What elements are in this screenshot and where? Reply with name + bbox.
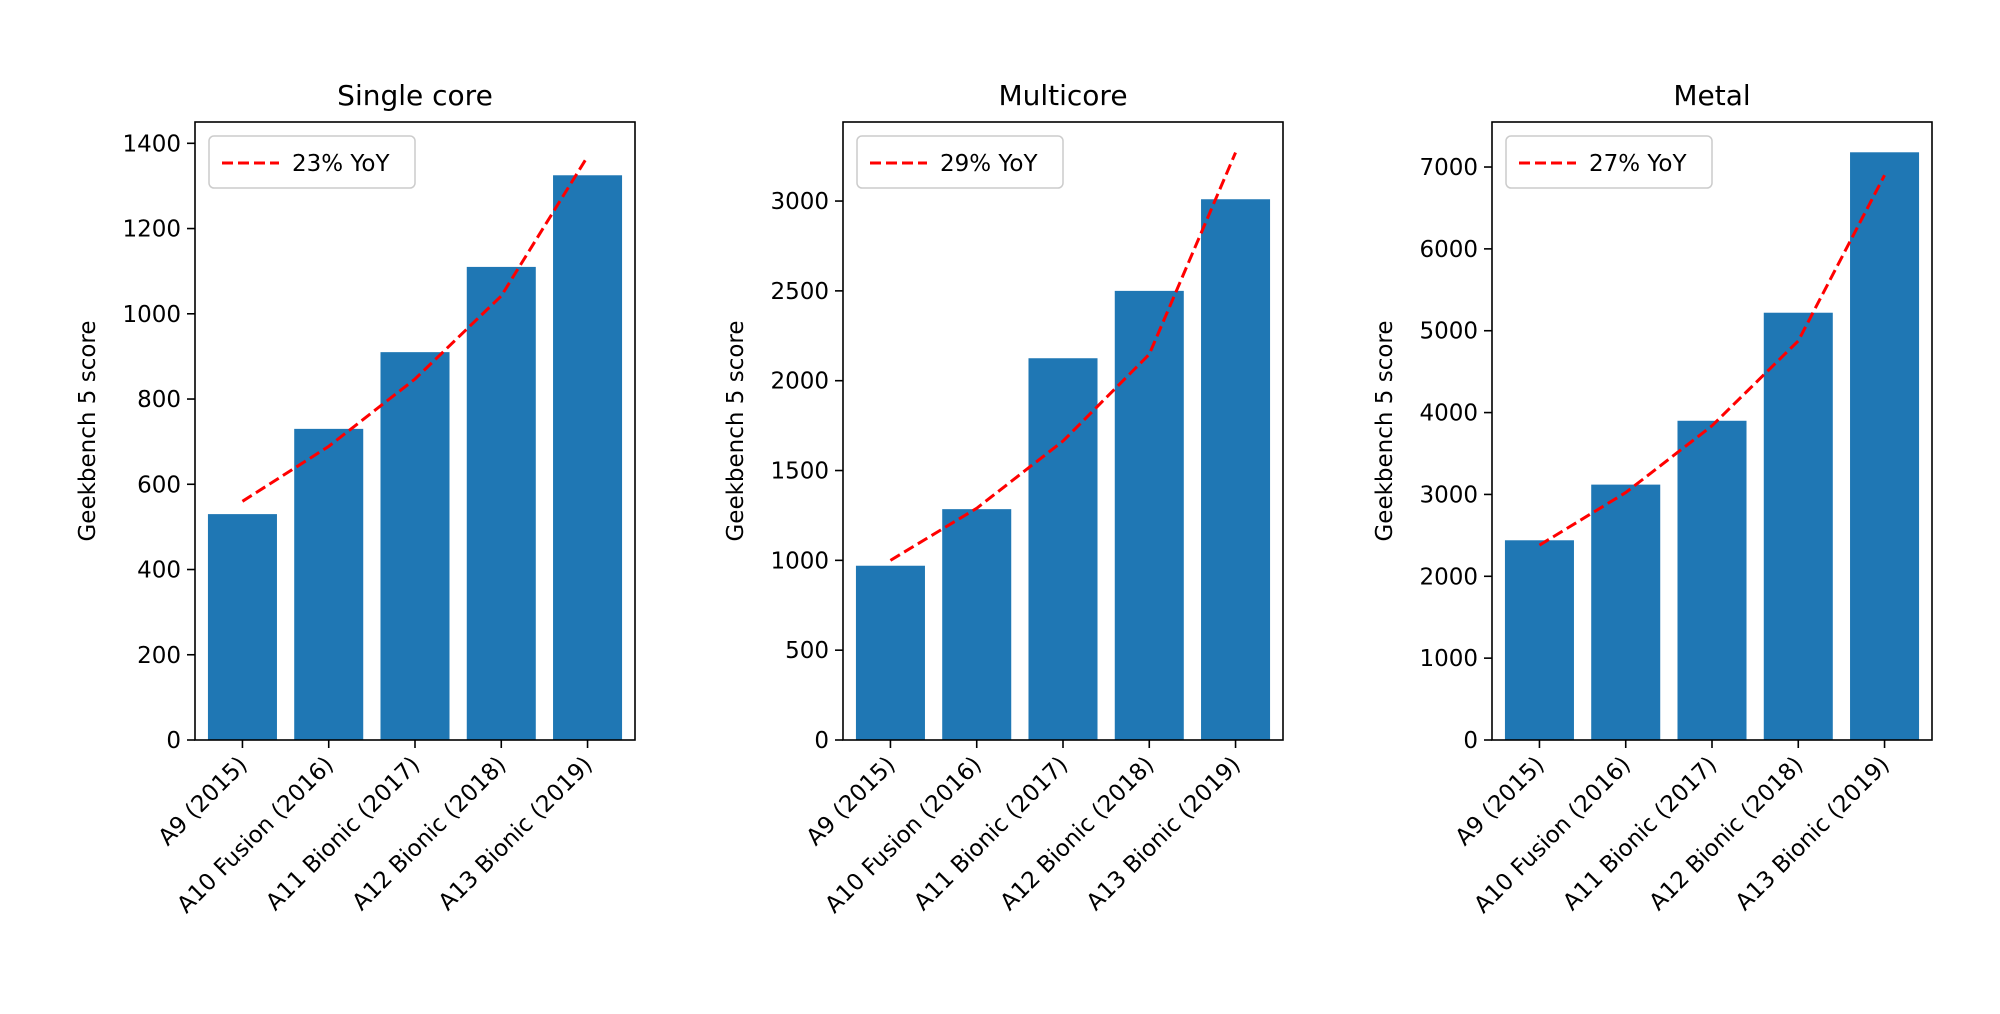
legend: 23% YoY (209, 136, 415, 188)
bar (553, 175, 622, 740)
y-axis-label: Geekbench 5 score (1372, 320, 1398, 541)
bar (208, 514, 277, 740)
y-tick-label: 1500 (770, 459, 829, 485)
bar (1115, 291, 1184, 740)
y-tick-label: 5000 (1419, 319, 1478, 345)
y-tick-label: 1000 (122, 302, 181, 328)
bar (380, 352, 449, 740)
y-tick-label: 2000 (770, 369, 829, 395)
chart-title: Single core (337, 79, 493, 112)
y-tick-label: 500 (785, 638, 829, 664)
y-tick-label: 7000 (1419, 155, 1478, 181)
bar (1677, 421, 1746, 740)
y-tick-label: 1400 (122, 131, 181, 157)
bar (1505, 540, 1574, 740)
y-tick-label: 4000 (1419, 401, 1478, 427)
x-tick-label: A12 Bionic (2018) (995, 752, 1159, 916)
x-tick-label: A10 Fusion (2016) (1469, 752, 1636, 919)
bar (942, 509, 1011, 740)
y-tick-label: 600 (137, 472, 181, 498)
x-tick-label: A12 Bionic (2018) (1644, 752, 1808, 916)
bar (1201, 199, 1270, 740)
y-tick-label: 2500 (770, 279, 829, 305)
bar (467, 267, 536, 740)
y-tick-label: 1000 (770, 548, 829, 574)
bar (856, 566, 925, 740)
y-tick-label: 0 (166, 728, 181, 754)
x-tick-label: A11 Bionic (2017) (1558, 752, 1722, 916)
x-tick-label: A10 Fusion (2016) (172, 752, 339, 919)
y-tick-label: 0 (1463, 728, 1478, 754)
legend: 29% YoY (857, 136, 1063, 188)
y-tick-label: 3000 (770, 189, 829, 215)
legend-label: 29% YoY (940, 151, 1038, 177)
y-axis-label: Geekbench 5 score (75, 320, 101, 541)
y-axis-label: Geekbench 5 score (723, 320, 749, 541)
chart-title: Multicore (998, 79, 1127, 112)
y-tick-label: 3000 (1419, 482, 1478, 508)
legend-label: 23% YoY (292, 151, 390, 177)
y-tick-label: 400 (137, 558, 181, 584)
legend-label: 27% YoY (1589, 151, 1687, 177)
legend: 27% YoY (1506, 136, 1712, 188)
y-tick-label: 1200 (122, 217, 181, 243)
x-tick-label: A13 Bionic (2019) (1082, 752, 1246, 916)
bar (1850, 152, 1919, 740)
bar (1764, 313, 1833, 740)
y-tick-label: 1000 (1419, 646, 1478, 672)
x-tick-label: A13 Bionic (2019) (434, 752, 598, 916)
x-tick-label: A11 Bionic (2017) (261, 752, 425, 916)
chart-title: Metal (1673, 79, 1750, 112)
bar (1591, 485, 1660, 740)
y-tick-label: 6000 (1419, 237, 1478, 263)
x-tick-label: A12 Bionic (2018) (347, 752, 511, 916)
x-tick-label: A10 Fusion (2016) (820, 752, 987, 919)
y-tick-label: 0 (814, 728, 829, 754)
x-tick-label: A11 Bionic (2017) (909, 752, 1073, 916)
y-tick-label: 200 (137, 643, 181, 669)
y-tick-label: 2000 (1419, 564, 1478, 590)
bar (294, 429, 363, 740)
x-tick-label: A13 Bionic (2019) (1731, 752, 1895, 916)
y-tick-label: 800 (137, 387, 181, 413)
